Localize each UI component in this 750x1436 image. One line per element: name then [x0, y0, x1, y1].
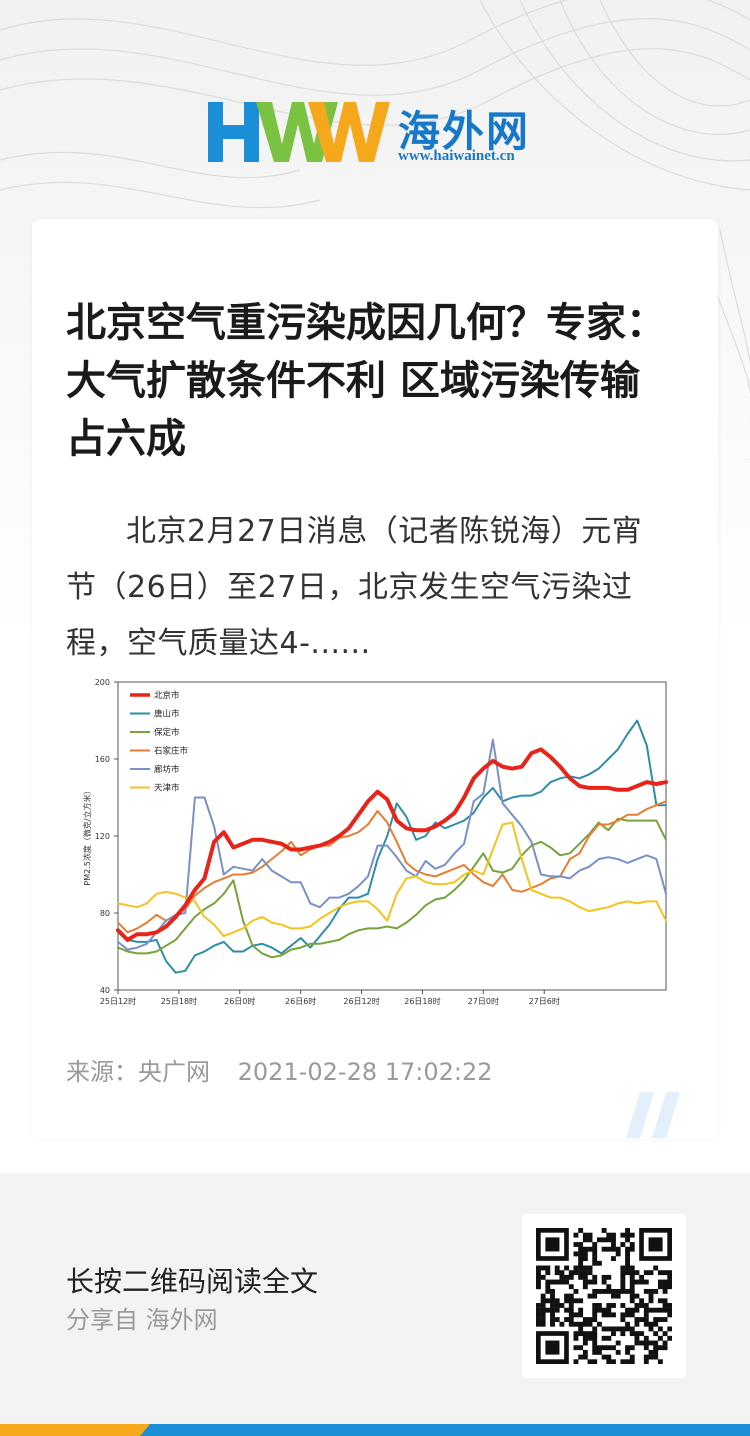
- legend-label: 保定市: [154, 727, 180, 738]
- hww-logo-icon: [208, 102, 390, 162]
- pm25-line-chart: 40 80 120 160 200 25日12时 25日18时 26日0时 26日6时 26日12…: [82, 678, 668, 1006]
- share-source: 分享自 海外网: [66, 1306, 218, 1334]
- bottom-accent-bar: [0, 1424, 750, 1436]
- y-tick-label: 200: [95, 678, 110, 687]
- article-summary: 北京2月27日消息（记者陈锐海）元宵节（26日）至27日，北京发生空气污染过程，…: [66, 514, 643, 661]
- qr-code-icon: [536, 1228, 672, 1364]
- qr-code[interactable]: [522, 1214, 686, 1378]
- legend-label: 廊坊市: [154, 764, 180, 775]
- y-tick-label: 160: [95, 755, 110, 764]
- x-tick-label: 25日18时: [161, 996, 197, 1006]
- x-tick-label: 26日18时: [404, 996, 440, 1006]
- publish-datetime: 2021-02-28 17:02:22: [237, 1058, 493, 1086]
- decorative-lines: [0, 0, 750, 460]
- decorative-slashes: [626, 1092, 680, 1138]
- article-title[interactable]: 北京空气重污染成因几何？专家：大气扩散条件不利 区域污染传输占六成: [66, 300, 666, 462]
- x-tick-label: 27日0时: [468, 996, 499, 1006]
- legend-label: 唐山市: [154, 709, 180, 720]
- series-line-0: [116, 747, 668, 942]
- article-meta: 来源：央广网 2021-02-28 17:02:22: [66, 1052, 513, 1087]
- legend-label: 天津市: [154, 783, 180, 794]
- y-tick-label: 120: [95, 832, 110, 841]
- series-line-2: [117, 817, 667, 959]
- series-line-5: [117, 821, 667, 938]
- source-label: 来源：央广网: [66, 1058, 210, 1086]
- logo-url: www.haiwainet.cn: [398, 148, 515, 164]
- x-tick-label: 26日6时: [285, 996, 316, 1006]
- x-tick-label: 26日0时: [224, 996, 255, 1006]
- logo-chinese-name: 海外网: [398, 107, 531, 156]
- legend-label: 石家庄市: [154, 746, 189, 757]
- series-line-1: [117, 719, 667, 974]
- read-full-text-prompt: 长按二维码阅读全文: [66, 1265, 319, 1298]
- haiwainet-logo[interactable]: 海外网 www.haiwainet.cn: [208, 98, 548, 170]
- x-tick-label: 25日12时: [100, 996, 136, 1006]
- legend-label: 北京市: [154, 690, 180, 701]
- y-tick-label: 80: [100, 909, 110, 918]
- chart-plot-area: [117, 681, 667, 991]
- x-tick-label: 26日12时: [343, 996, 379, 1006]
- series-line-3: [117, 800, 667, 934]
- x-tick-label: 27日6时: [529, 996, 560, 1006]
- y-axis-label: PM2.5浓度（微克/立方米）: [82, 786, 92, 885]
- series-line-4: [117, 738, 667, 951]
- y-tick-label: 40: [100, 986, 110, 995]
